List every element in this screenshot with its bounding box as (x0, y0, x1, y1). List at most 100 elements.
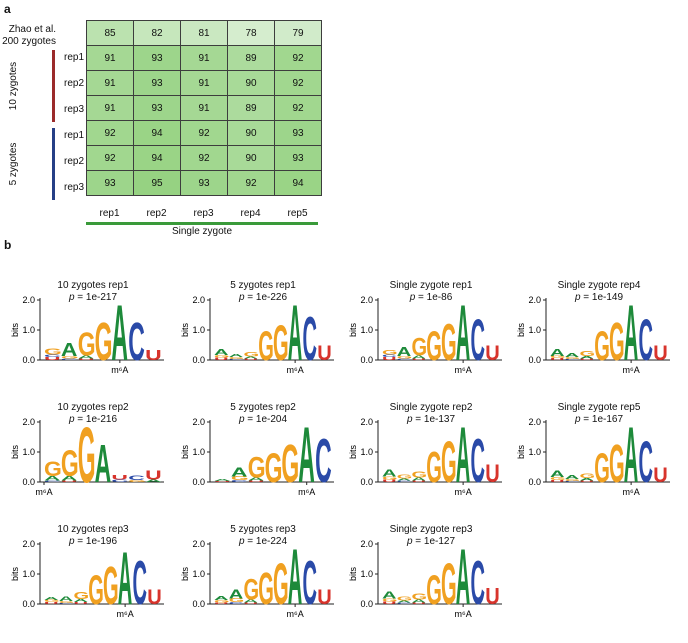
logo-letter-G: G (397, 475, 413, 480)
logo-letter-U: U (382, 357, 396, 362)
y-tick-label: 2.0 (192, 539, 205, 549)
heatmap-cell: 92 (86, 120, 134, 146)
logo-letter-U: U (580, 480, 595, 482)
y-tick-label: 0.0 (192, 477, 205, 487)
y-tick-label: 1.0 (22, 447, 35, 457)
logo-letter-A: A (231, 465, 248, 479)
logo-letter-A: A (550, 347, 565, 358)
logo-letter-G: G (565, 479, 581, 482)
logo-letter-C: C (471, 547, 485, 617)
column-label: rep3 (193, 208, 214, 219)
logo-letter-A: A (59, 596, 74, 603)
y-tick-label: 1.0 (22, 569, 35, 579)
center-label: m⁶A (111, 365, 128, 375)
logo-letter-G: G (273, 553, 289, 617)
logo-letter-A: A (44, 596, 59, 601)
logo-letter-A: A (288, 534, 303, 622)
column-label: rep5 (287, 208, 308, 219)
y-tick-label: 1.0 (192, 325, 205, 335)
logo-letter-G: G (78, 326, 96, 363)
logo-letter-G: G (231, 476, 249, 482)
y-tick-label: 0.0 (192, 599, 205, 609)
logo-letter-G: G (550, 477, 566, 482)
y-axis-label: bits (10, 567, 20, 582)
logo-letter-U: U (550, 358, 564, 361)
logo-letter-G: G (44, 599, 60, 603)
heatmap-cell: 94 (133, 120, 181, 146)
y-tick-label: 1.0 (22, 325, 35, 335)
logo-letter-U: U (248, 480, 265, 482)
row-label: rep3 (63, 182, 84, 193)
logo-letter-A: A (580, 356, 594, 360)
heatmap-cell: 81 (180, 20, 228, 46)
logo-letter-G: G (248, 451, 266, 484)
heatmap-cell: 93 (133, 95, 181, 121)
logo-letter-A: A (248, 477, 265, 482)
logo-letter-C: C (133, 547, 147, 617)
logo-letter-A: A (550, 470, 564, 480)
y-tick-label: 2.0 (22, 539, 35, 549)
group-bar-5-zygotes (52, 128, 55, 200)
heatmap-row: 91 93 91 89 92 (86, 45, 322, 71)
logo-letter-U: U (382, 479, 396, 483)
logo-letter-G: G (412, 332, 428, 361)
center-label: m⁶A (287, 609, 304, 619)
pvalue-symbol: p (238, 414, 245, 425)
logo-letter-G: G (412, 592, 428, 601)
logo-letter-G: G (229, 357, 245, 360)
logo-title: 10 zygotes rep2 (57, 402, 129, 413)
pvalue-text: = 1e-149 (580, 292, 624, 303)
logo-letter-U: U (485, 584, 500, 610)
heatmap-cell: 94 (274, 170, 322, 196)
center-label: m⁶A (455, 365, 472, 375)
heatmap-cell: 90 (227, 70, 275, 96)
logo-letter-G: G (594, 322, 610, 369)
y-tick-label: 0.0 (528, 355, 541, 365)
logo-title: 10 zygotes rep1 (57, 280, 129, 291)
logo-title: Single zygote rep2 (389, 402, 473, 413)
logo-letter-U: U (412, 480, 427, 482)
logo-letter-C: C (565, 359, 579, 361)
logo-letter-U: U (147, 586, 161, 609)
logo-letter-A: A (229, 587, 244, 601)
y-axis-label: bits (348, 445, 358, 460)
logo-letter-A: A (214, 348, 228, 357)
logo-letter-U: U (382, 601, 396, 605)
logo-letter-C: C (397, 602, 412, 604)
logo-letter-G: G (397, 597, 413, 602)
y-tick-label: 1.0 (528, 447, 541, 457)
logo-letter-U: U (44, 356, 61, 361)
heatmap-cell: 92 (274, 70, 322, 96)
y-tick-label: 2.0 (192, 295, 205, 305)
logo-letter-G: G (244, 574, 260, 607)
logo-letter-U: U (580, 358, 595, 360)
pvalue-symbol: p (68, 292, 75, 303)
logo-letter-C: C (231, 480, 248, 483)
heatmap-cell: 85 (86, 20, 134, 46)
logo-title: Single zygote rep5 (557, 402, 641, 413)
header-row-label: Zhao et al. 200 zygotes (0, 24, 56, 48)
logo-letter-G: G (265, 446, 283, 492)
header-row-label-line1: Zhao et al. (8, 24, 56, 35)
pvalue-symbol: p (406, 536, 413, 547)
pvalue-symbol: p (238, 536, 245, 547)
logo-letter-G: G (95, 311, 113, 372)
logo-letter-A: A (229, 354, 244, 359)
logo-letter-A: A (61, 340, 78, 361)
pvalue-text: = 1e-224 (244, 536, 288, 547)
y-axis-label: bits (348, 323, 358, 338)
heatmap-cell: 92 (274, 45, 322, 71)
y-axis-label: bits (10, 323, 20, 338)
center-label: m⁶A (623, 487, 640, 497)
logo-letter-A: A (74, 599, 89, 604)
logo-letter-G: G (426, 566, 442, 613)
logo-pvalue: p = 1e-196 (28, 536, 158, 547)
logo-letter-G: G (382, 350, 398, 357)
logo-letter-U: U (653, 464, 667, 487)
logo-pvalue: p = 1e-224 (198, 536, 328, 547)
y-tick-label: 2.0 (528, 417, 541, 427)
logo-letter-C: C (44, 354, 61, 358)
